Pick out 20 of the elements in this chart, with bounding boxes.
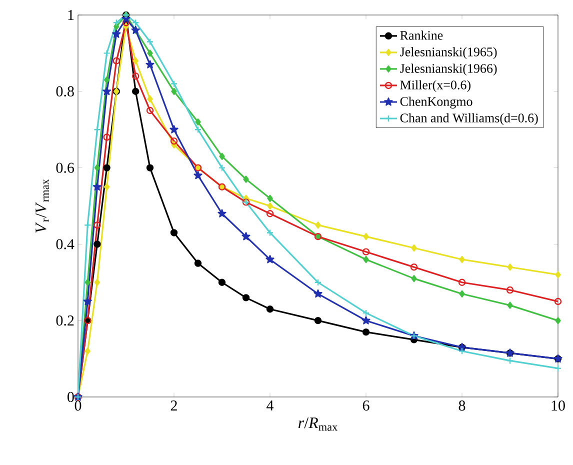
legend-label: Chan and Williams(d=0.6)	[400, 113, 538, 126]
y-tick-label: 0.8	[56, 86, 74, 96]
legend-label: Jelesnianski(1966)	[400, 64, 497, 76]
legend-label: Jelesnianski(1965)	[400, 47, 497, 59]
x-tick-label: 6	[362, 400, 370, 411]
x-axis-title: r/R$_{max}$	[298, 418, 338, 431]
y-axis-title: V$_{r}$/V$_{rmax}$	[36, 179, 49, 233]
y-tick-label: 0.4	[56, 239, 74, 250]
legend-label: Rankine	[400, 30, 443, 40]
x-tick-label: 0	[74, 400, 82, 411]
x-tick-label: 4	[266, 400, 274, 410]
y-tick-label: 1	[68, 10, 74, 20]
y-tick-label: 0.6	[56, 162, 74, 173]
legend-label: ChenKongmo	[400, 96, 472, 109]
x-tick-label: 8	[458, 400, 466, 411]
x-tick-label: 2	[170, 400, 177, 410]
x-tick-label: 10	[552, 400, 565, 411]
legend-label: Miller(x=0.6)	[400, 80, 470, 92]
y-tick-label: 0.2	[56, 315, 74, 326]
y-tick-label: 0	[68, 392, 74, 402]
